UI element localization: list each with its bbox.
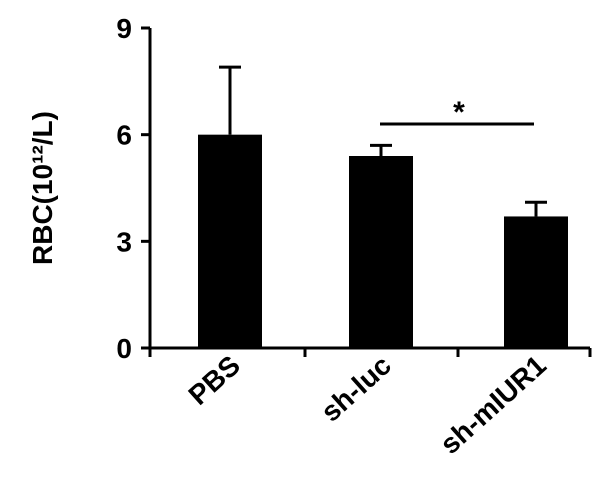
y-tick-label: 0 (116, 333, 132, 364)
category-label: sh-luc (315, 349, 397, 427)
bar (349, 156, 413, 348)
y-axis-title: RBC(10¹²/L) (27, 111, 58, 265)
significance-star: * (453, 96, 465, 129)
category-label: PBS (182, 349, 246, 411)
category-label: sh-mIUR1 (434, 349, 552, 459)
y-tick-label: 9 (116, 13, 132, 44)
y-tick-label: 6 (116, 120, 132, 151)
bar (198, 134, 262, 348)
labels: 0 3 6 9 PBS sh-luc sh-mIUR1 RBC(10¹²/L) * (27, 13, 552, 460)
y-tick-label: 3 (116, 226, 132, 257)
bars (198, 65, 568, 348)
bar (504, 216, 568, 348)
